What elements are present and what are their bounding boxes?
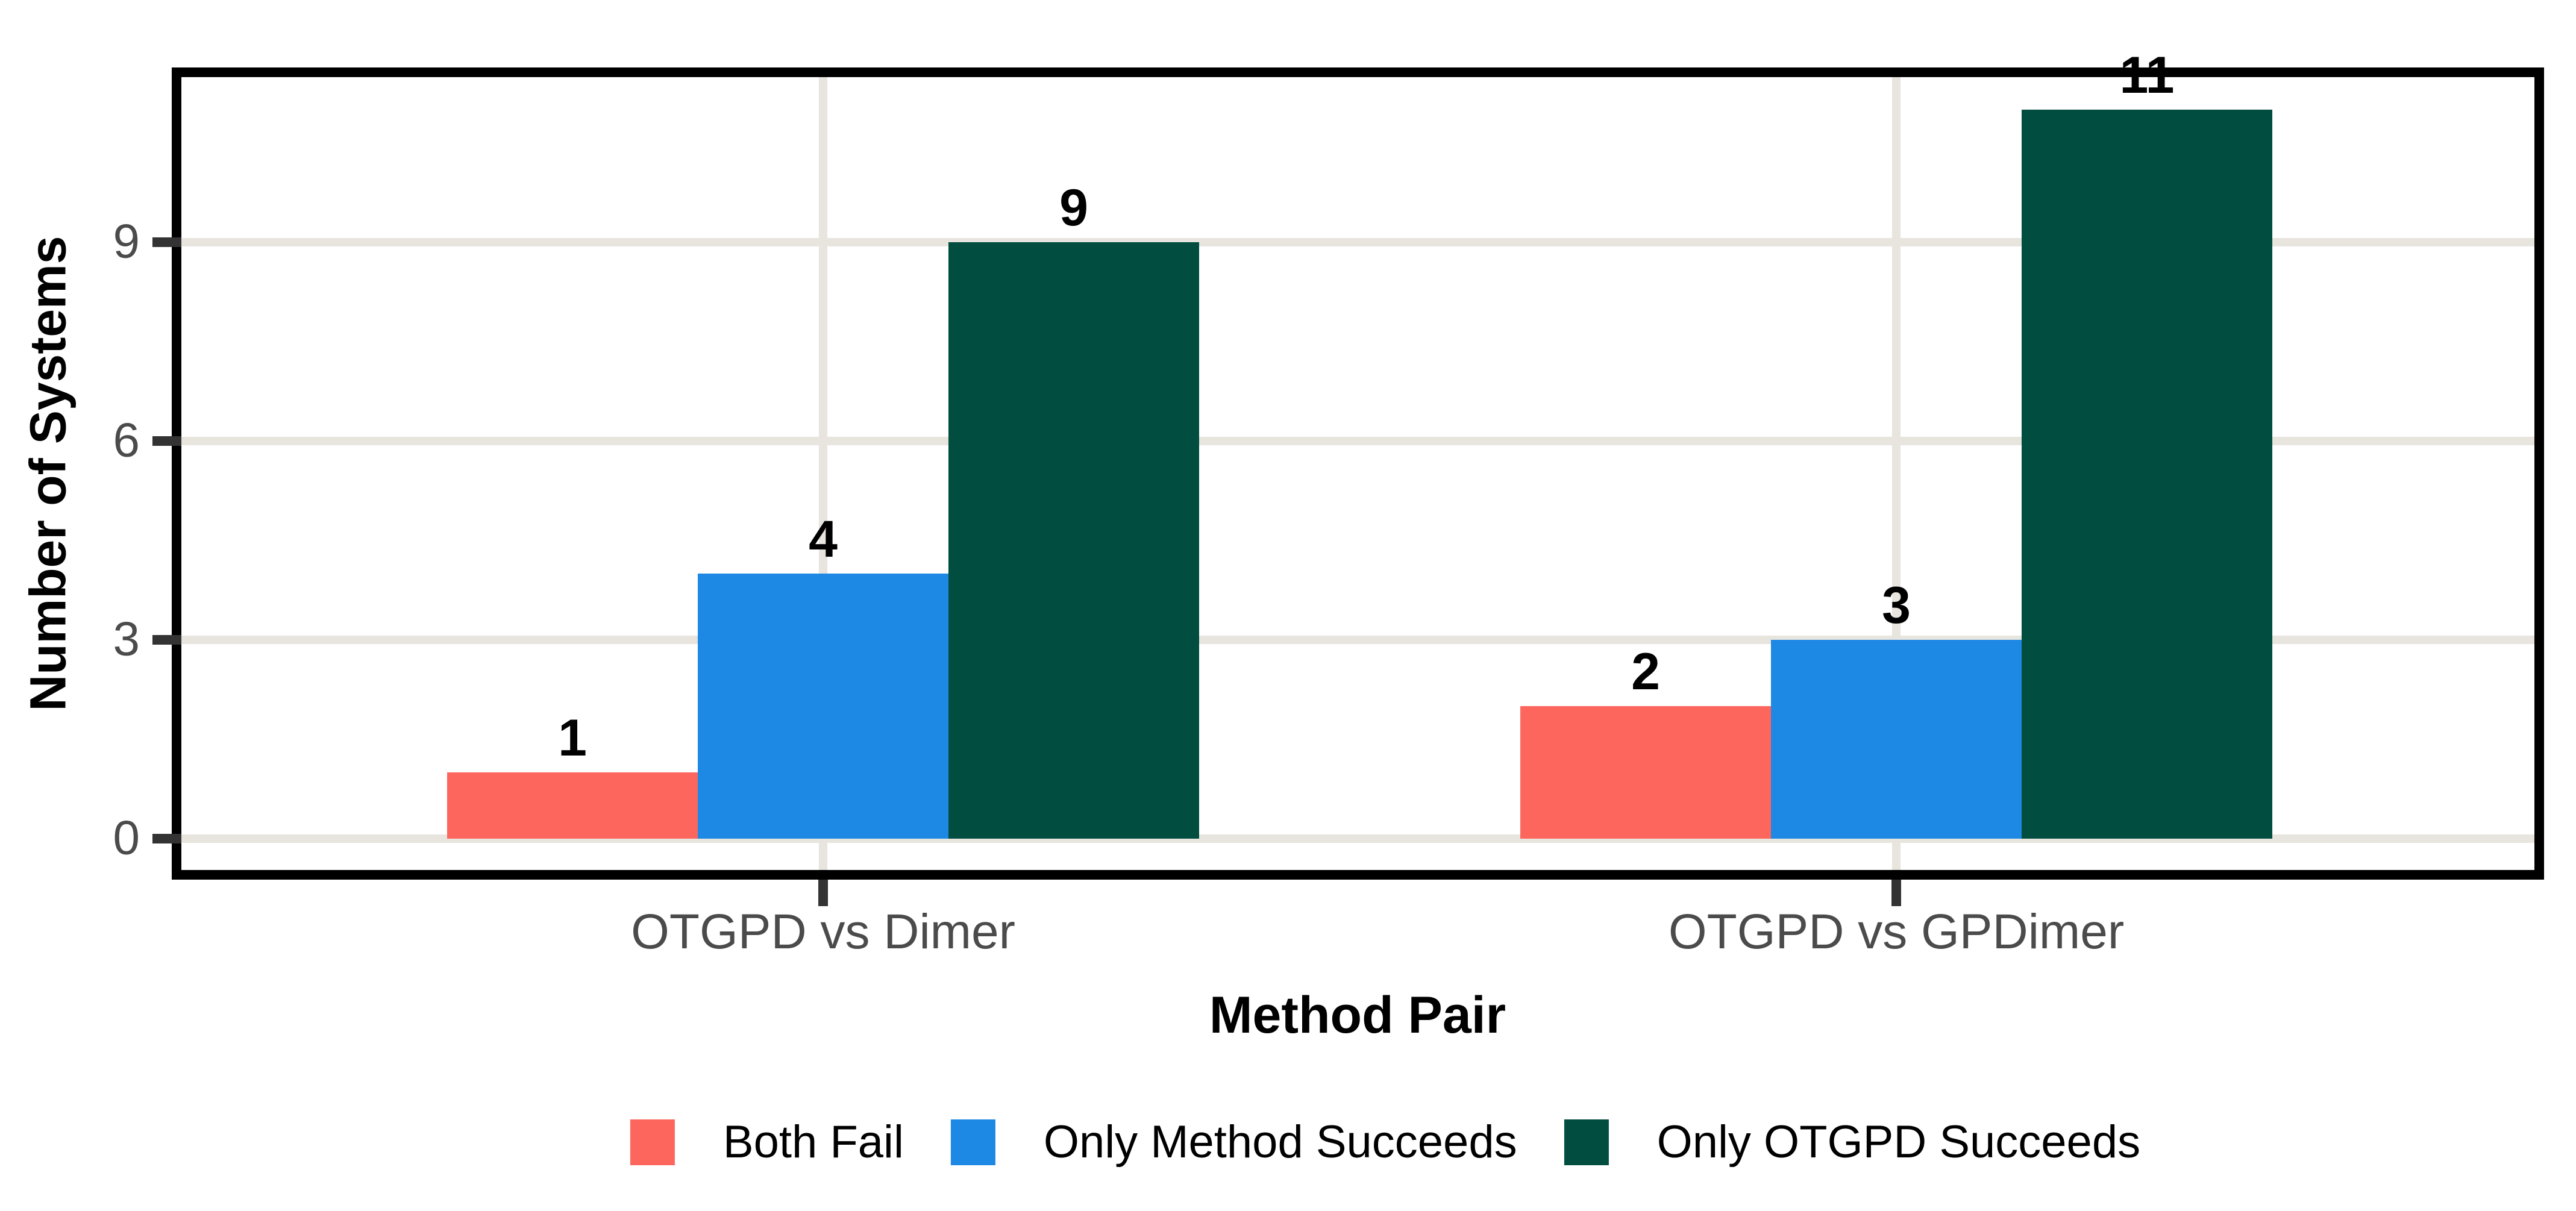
legend-key-swatch <box>950 1119 995 1165</box>
plot-panel <box>172 67 2544 880</box>
bar-value-label: 2 <box>1631 643 1660 701</box>
gridline-y-9 <box>181 238 2534 246</box>
legend-key-swatch <box>1564 1119 1609 1165</box>
y-tick-mark <box>152 436 181 446</box>
bar <box>948 242 1199 839</box>
bars-layer <box>181 77 2534 870</box>
y-tick-mark <box>152 834 181 843</box>
legend-label: Only OTGPD Succeeds <box>1656 1116 2141 1168</box>
x-tick-label: OTGPD vs GPDimer <box>1668 904 2125 959</box>
legend: Both Fail Only Method Succeeds Only OTGPD … <box>630 1119 2140 1165</box>
y-axis-title: Number of Systems <box>19 236 77 712</box>
legend-key-swatch <box>630 1119 675 1165</box>
legend-item: Only Method Succeeds <box>950 1116 1517 1168</box>
x-tick-mark <box>1891 880 1901 906</box>
legend-label: Only Method Succeeds <box>1043 1116 1517 1168</box>
bar-value-label: 11 <box>2119 46 2175 104</box>
bar-value-label: 9 <box>1059 179 1088 237</box>
bar-value-label: 3 <box>1882 577 1911 634</box>
legend-item: Only OTGPD Succeeds <box>1564 1116 2141 1168</box>
bar-value-label: 4 <box>809 510 838 568</box>
bar <box>698 574 948 839</box>
y-tick-mark <box>152 635 181 645</box>
bar <box>447 772 698 839</box>
legend-item: Both Fail <box>630 1119 904 1165</box>
bar <box>2022 110 2272 839</box>
bar <box>1520 706 1771 839</box>
y-tick-label: 9 <box>113 214 140 268</box>
bar-value-label: 1 <box>558 709 587 767</box>
bar <box>1771 640 2022 839</box>
x-tick-mark <box>818 880 828 906</box>
y-tick-mark <box>152 237 181 247</box>
x-axis-title: Method Pair <box>1209 986 1506 1044</box>
x-tick-label: OTGPD vs Dimer <box>631 904 1015 959</box>
y-tick-label: 6 <box>113 413 140 467</box>
gridline-y-6 <box>181 437 2534 445</box>
y-tick-label: 0 <box>113 810 140 865</box>
y-tick-label: 3 <box>113 612 140 666</box>
legend-label: Both Fail <box>722 1116 904 1168</box>
